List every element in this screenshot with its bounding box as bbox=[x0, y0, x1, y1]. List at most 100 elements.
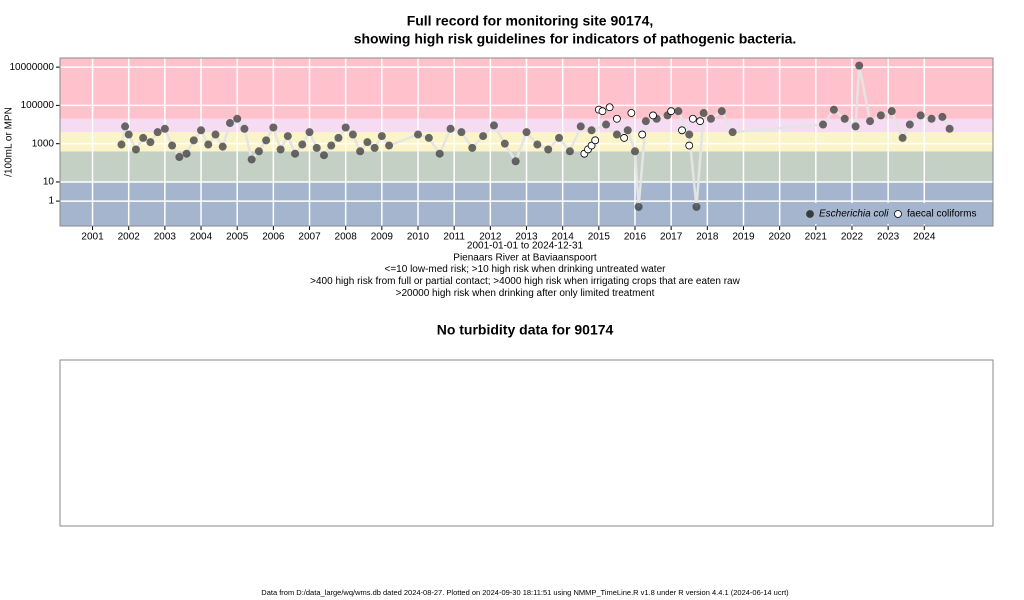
data-point bbox=[341, 123, 350, 132]
x-tick-label: 2023 bbox=[877, 232, 900, 243]
data-point bbox=[500, 139, 509, 148]
data-point bbox=[276, 145, 285, 154]
data-point bbox=[851, 122, 860, 131]
data-point bbox=[565, 147, 574, 156]
data-point bbox=[938, 112, 947, 121]
data-point bbox=[685, 141, 694, 150]
x-tick-label: 2010 bbox=[407, 232, 430, 243]
data-point bbox=[424, 133, 433, 142]
x-tick-label: 2012 bbox=[479, 232, 502, 243]
legend-symbol bbox=[806, 210, 814, 218]
data-point bbox=[587, 126, 596, 135]
data-point bbox=[717, 107, 726, 116]
x-tick-label: 2006 bbox=[262, 232, 285, 243]
data-point bbox=[898, 133, 907, 142]
data-point bbox=[876, 111, 885, 120]
data-point bbox=[189, 136, 198, 145]
data-point bbox=[706, 114, 715, 123]
data-point bbox=[641, 117, 650, 126]
data-point bbox=[667, 107, 676, 116]
data-point bbox=[291, 149, 300, 158]
data-point bbox=[678, 126, 686, 135]
data-point bbox=[674, 107, 683, 116]
data-point bbox=[649, 111, 657, 120]
data-point bbox=[840, 114, 849, 123]
data-point bbox=[587, 141, 596, 150]
data-point bbox=[204, 140, 213, 149]
y-tick-label: 10 bbox=[43, 177, 55, 188]
data-point bbox=[218, 142, 227, 151]
x-tick-label: 2024 bbox=[913, 232, 936, 243]
data-point bbox=[945, 124, 954, 133]
data-point bbox=[211, 130, 220, 139]
data-point bbox=[370, 143, 379, 152]
plot-frame bbox=[59, 57, 994, 227]
data-point bbox=[139, 133, 148, 142]
data-point bbox=[414, 130, 423, 139]
data-point bbox=[146, 138, 155, 147]
data-point bbox=[620, 134, 629, 142]
legend-symbol bbox=[894, 210, 902, 218]
x-tick-label: 2018 bbox=[696, 232, 719, 243]
data-point bbox=[688, 114, 697, 123]
legend-label: Escherichia coli bbox=[819, 209, 889, 220]
data-point bbox=[696, 117, 704, 126]
data-point bbox=[124, 130, 133, 139]
data-point bbox=[887, 107, 896, 116]
data-point bbox=[153, 128, 162, 137]
data-point bbox=[634, 202, 643, 211]
data-point bbox=[385, 141, 394, 150]
data-point bbox=[605, 103, 614, 112]
x-tick-label: 2005 bbox=[226, 232, 249, 243]
x-tick-label: 2013 bbox=[515, 232, 538, 243]
data-point bbox=[728, 128, 737, 137]
y-tick-label: 100000 bbox=[21, 100, 55, 111]
x-tick-label: 2003 bbox=[154, 232, 177, 243]
data-point bbox=[298, 140, 307, 149]
data-point bbox=[576, 122, 585, 131]
empty-panel bbox=[59, 359, 994, 527]
data-point bbox=[468, 143, 477, 152]
data-point bbox=[117, 140, 126, 149]
caption-line: >20000 high risk when drinking after onl… bbox=[396, 288, 655, 299]
data-point bbox=[623, 126, 632, 135]
data-point bbox=[692, 202, 701, 211]
data-point bbox=[685, 130, 694, 139]
panel-title: No turbidity data for 90174 bbox=[437, 322, 614, 338]
x-tick-label: 2019 bbox=[732, 232, 755, 243]
data-point bbox=[905, 120, 914, 129]
data-point bbox=[866, 117, 875, 126]
y-axis-label: /100mL or MPN bbox=[4, 107, 15, 177]
legend-label: faecal coliforms bbox=[907, 209, 976, 220]
data-point bbox=[544, 145, 553, 154]
data-point bbox=[283, 132, 292, 141]
chart-subtitle: showing high risk guidelines for indicat… bbox=[354, 31, 797, 47]
data-point bbox=[175, 153, 184, 162]
data-point bbox=[627, 109, 636, 117]
data-point bbox=[591, 136, 600, 145]
data-point bbox=[348, 130, 357, 139]
data-point bbox=[819, 120, 828, 129]
data-point bbox=[262, 136, 271, 145]
data-point bbox=[305, 128, 314, 137]
data-point bbox=[927, 114, 936, 123]
x-tick-label: 2009 bbox=[371, 232, 394, 243]
data-point bbox=[916, 111, 925, 120]
x-tick-label: 2021 bbox=[805, 232, 828, 243]
data-point bbox=[240, 124, 249, 133]
data-point bbox=[319, 151, 328, 160]
data-point bbox=[522, 128, 531, 137]
data-point bbox=[160, 124, 169, 133]
x-tick-label: 2008 bbox=[335, 232, 358, 243]
data-point bbox=[269, 123, 278, 132]
data-point bbox=[829, 105, 838, 114]
data-point bbox=[168, 141, 177, 150]
data-point bbox=[612, 130, 621, 139]
data-point bbox=[182, 149, 191, 158]
data-point bbox=[121, 122, 130, 131]
data-point bbox=[247, 155, 256, 164]
data-point bbox=[630, 147, 639, 156]
chart-title: Full record for monitoring site 90174, bbox=[407, 13, 654, 29]
caption-line: >400 high risk from full or partial cont… bbox=[310, 276, 740, 287]
